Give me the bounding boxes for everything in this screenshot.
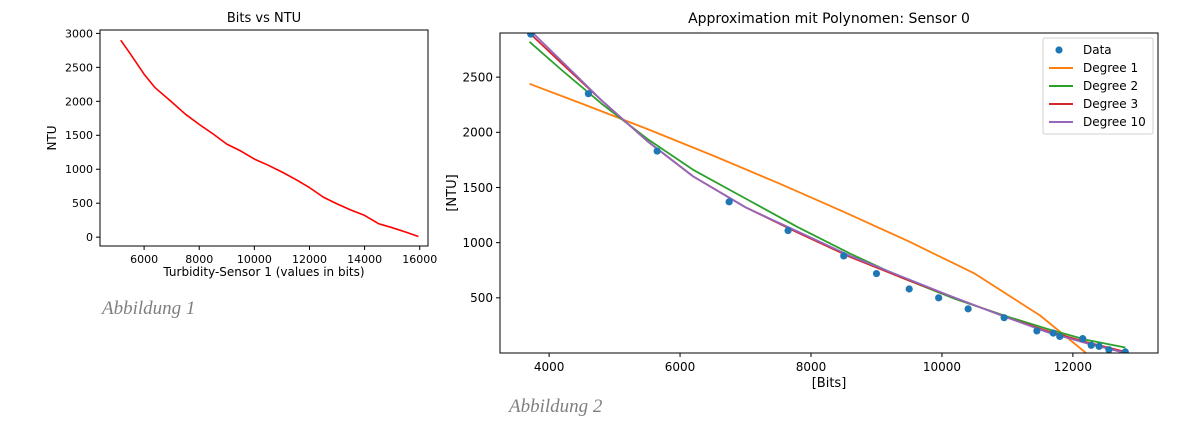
chart1-series-line-0 <box>120 39 419 238</box>
chart1-y-tick-label: 1000 <box>65 163 93 176</box>
chart2-data-point <box>1049 329 1057 337</box>
chart2-data-point <box>1095 342 1103 350</box>
chart2-data-point <box>584 90 592 98</box>
chart2-data-point <box>872 269 881 278</box>
chart1-y-axis-label: NTU <box>45 125 59 150</box>
chart1-x-tick-label: 10000 <box>237 253 272 266</box>
chart2-data-point <box>905 285 913 293</box>
chart2-data-point <box>1033 327 1041 335</box>
chart2-data-point <box>1121 348 1129 353</box>
chart2-legend-label: Data <box>1083 43 1112 57</box>
chart1-x-axis-label: Turbidity-Sensor 1 (values in bits) <box>162 265 364 279</box>
chart2-legend-label: Degree 3 <box>1083 97 1138 111</box>
chart1-x-tick-label: 14000 <box>347 253 382 266</box>
chart1-y-tick-label: 2500 <box>65 61 93 74</box>
chart2-axes-frame <box>499 32 1159 354</box>
chart2-y-tick-label: 1000 <box>462 236 493 250</box>
chart1-title: Bits vs NTU <box>227 11 301 26</box>
chart1-y-tick-label: 1500 <box>65 129 93 142</box>
chart2-x-tick-label: 4000 <box>534 360 565 374</box>
chart1-y-tick-label: 500 <box>72 197 93 210</box>
chart2-legend <box>1042 37 1154 135</box>
chart1-plot-area <box>120 39 419 238</box>
chart2-data-point <box>527 33 535 38</box>
chart2-series-line-degree-10 <box>531 33 1126 353</box>
chart2-legend-label: Degree 1 <box>1083 61 1138 75</box>
chart2-legend-label: Degree 2 <box>1083 79 1138 93</box>
chart2-data-point <box>725 198 733 206</box>
chart2-data-point <box>1087 341 1095 349</box>
chart2-x-axis-label: [Bits] <box>812 376 847 391</box>
chart2-y-axis-label: [NTU] <box>445 174 460 211</box>
chart2-data-point <box>935 294 943 302</box>
chart2-legend-label: Degree 10 <box>1083 115 1146 129</box>
chart1-y-tick-label: 3000 <box>65 27 93 40</box>
chart2-title: Approximation mit Polynomen: Sensor 0 <box>688 11 970 27</box>
chart2-data-point <box>1056 332 1064 341</box>
chart2-y-tick-label: 2000 <box>462 126 493 140</box>
chart1-x-tick-label: 16000 <box>402 253 437 266</box>
chart2-y-tick-label: 2500 <box>462 70 493 84</box>
chart2-y-tick-label: 1500 <box>462 181 493 195</box>
chart2-x-tick-label: 8000 <box>796 360 827 374</box>
chart2-series-line-degree-2 <box>528 41 1126 349</box>
chart1-axes-frame <box>99 29 429 247</box>
chart1-x-tick-label: 6000 <box>130 253 158 266</box>
chart2-x-tick-label: 10000 <box>923 360 961 374</box>
chart2-series-line-degree-1 <box>529 82 1087 353</box>
chart2-data-point <box>1105 346 1113 353</box>
chart2-data-point <box>840 252 848 260</box>
chart2-x-tick-label: 6000 <box>665 360 696 374</box>
figure-2-caption: Abbildung 2 <box>509 396 603 417</box>
chart2-series-line-degree-3 <box>528 33 1126 353</box>
chart1-y-tick-label: 2000 <box>65 95 93 108</box>
chart2-data-point <box>653 147 661 155</box>
chart2-y-tick-label: 500 <box>470 291 493 305</box>
chart1-x-tick-label: 8000 <box>185 253 213 266</box>
chart1-x-tick-label: 12000 <box>292 253 327 266</box>
chart2-legend-marker <box>1055 46 1063 54</box>
chart2-x-tick-label: 12000 <box>1054 360 1092 374</box>
chart2-data-point <box>1000 314 1008 322</box>
chart2-data-point <box>964 305 972 313</box>
chart2-data-point <box>1079 335 1087 343</box>
chart1-y-tick-label: 0 <box>86 231 93 244</box>
figure-1-caption: Abbildung 1 <box>102 298 196 319</box>
chart2-data-point <box>784 226 792 235</box>
chart2-plot-area <box>527 33 1129 353</box>
